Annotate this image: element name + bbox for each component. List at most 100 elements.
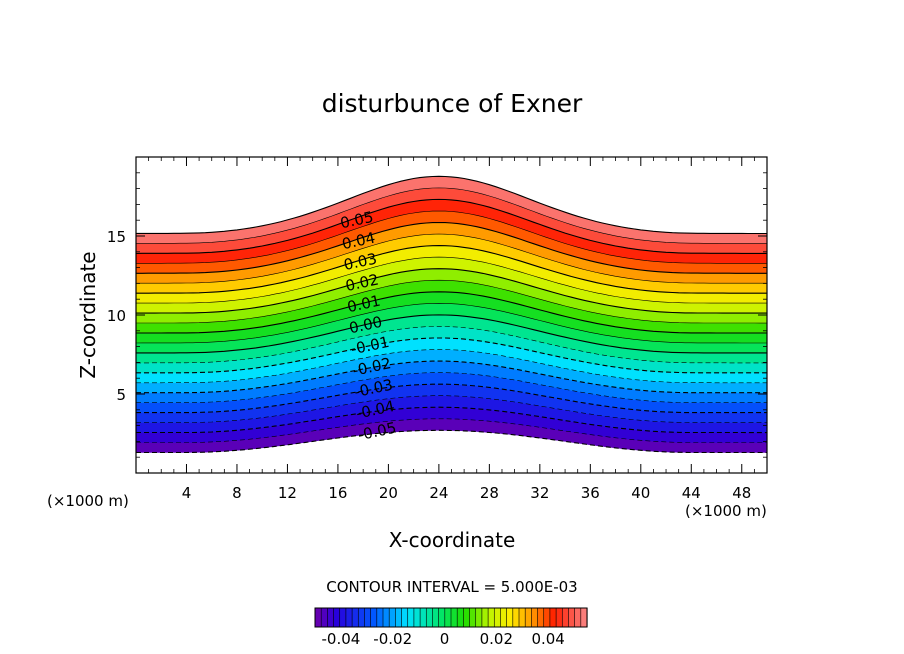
colorbar-cell [549,607,557,628]
colorbar-cell [388,607,396,628]
contour-line [136,210,767,264]
x-tick-label: 12 [278,484,297,502]
x-tick-label: 40 [631,484,650,502]
colorbar-cell [469,607,477,628]
contour-line [136,221,767,274]
colorbar-cell [463,607,471,628]
colorbar-ticks: -0.04 -0.02 0 0.02 0.04 [321,630,564,648]
colorbar-cell [345,607,353,628]
colorbar-cell [518,607,526,628]
x-tick-label: 44 [682,484,701,502]
y-tick-label: 10 [107,307,126,325]
colorbar-cell [339,607,347,628]
colorbar-tick-label: 0 [440,630,450,648]
colorbar-cell [481,607,489,628]
colorbar-cell [364,607,372,628]
colorbar-tick-label: -0.04 [321,630,360,648]
colorbar-tick-label: 0.02 [480,630,513,648]
colorbar-cell [444,607,452,628]
contour-line [136,360,767,394]
colorbar [314,607,588,628]
x-axis-ticks: 4 8 12 16 20 24 28 32 36 40 44 48 [148,157,755,502]
colorbar-cell [500,607,508,628]
x-tick-label: 24 [429,484,448,502]
contour-line [136,418,767,443]
x-tick-label: 36 [581,484,600,502]
contour-line [136,268,767,314]
x-axis-title: X-coordinate [389,528,516,552]
contour-line [136,326,767,364]
colorbar-cell [327,607,335,628]
contour-line [136,429,767,454]
colorbar-cell [475,607,483,628]
colorbar-cell [456,607,464,628]
colorbar-cell [512,607,520,628]
colorbar-cell [568,607,576,628]
colorbar-cell [370,607,378,628]
colorbar-cell [531,607,539,628]
contour-line [136,372,767,403]
contour-interval-text: CONTOUR INTERVAL = 5.000E-03 [326,578,577,596]
contour-line [136,349,767,384]
colorbar-cell [333,607,341,628]
x-unit-label-right: (×1000 m) [685,502,767,520]
x-tick-label: 4 [182,484,192,502]
colorbar-cell [561,607,570,628]
y-tick-label: 15 [107,228,126,246]
contour-line [136,279,767,324]
colorbar-cell [395,607,403,628]
contour-line [136,395,767,423]
contour-line [136,383,767,414]
colorbar-cell [537,607,545,628]
contour-line [135,198,767,254]
colorbar-cell [413,607,421,628]
colorbar-cell [493,607,502,628]
y-axis-ticks: 5 10 15 [107,172,767,458]
y-tick-label: 5 [116,386,126,404]
colorbar-cell [524,607,532,628]
colorbar-cell [425,607,434,628]
contour-line [136,175,767,235]
colorbar-cell [450,607,458,628]
x-tick-label: 20 [379,484,398,502]
colorbar-tick-label: 0.04 [531,630,564,648]
contour-line [136,245,767,294]
contour-line [136,233,767,284]
contour-line [136,314,767,354]
x-tick-label: 32 [530,484,549,502]
colorbar-cell [506,607,514,628]
contour-line [136,187,767,244]
colorbar-cell [320,607,328,628]
plot-area [135,175,768,454]
colorbar-cell [376,607,384,628]
colorbar-cell [555,607,563,628]
x-tick-label: 16 [328,484,347,502]
colorbar-cell [487,607,495,628]
colorbar-cell [401,607,409,628]
x-tick-label: 28 [480,484,499,502]
colorbar-cell [382,607,390,628]
y-axis-title: Z-coordinate [76,251,100,378]
colorbar-cell [407,607,415,628]
contour-line [136,291,767,334]
colorbar-frame [314,607,588,628]
x-tick-label: 8 [232,484,242,502]
chart-title: disturbunce of Exner [322,89,583,118]
colorbar-cell [543,607,551,628]
colorbar-cell [580,607,588,628]
colorbar-cell [438,607,446,628]
contour-line [136,406,767,434]
colorbar-cell [351,607,359,628]
colorbar-cell [419,607,427,628]
colorbar-tick-label: -0.02 [373,630,412,648]
x-unit-label: (×1000 m) [47,492,129,510]
colorbar-cell [432,607,440,628]
x-tick-label: 48 [732,484,751,502]
colorbar-cell [574,607,582,628]
contour-line [136,337,767,374]
contour-line [135,302,767,344]
colorbar-cell [314,607,322,628]
colorbar-cell [357,607,366,628]
contour-line [136,256,767,304]
